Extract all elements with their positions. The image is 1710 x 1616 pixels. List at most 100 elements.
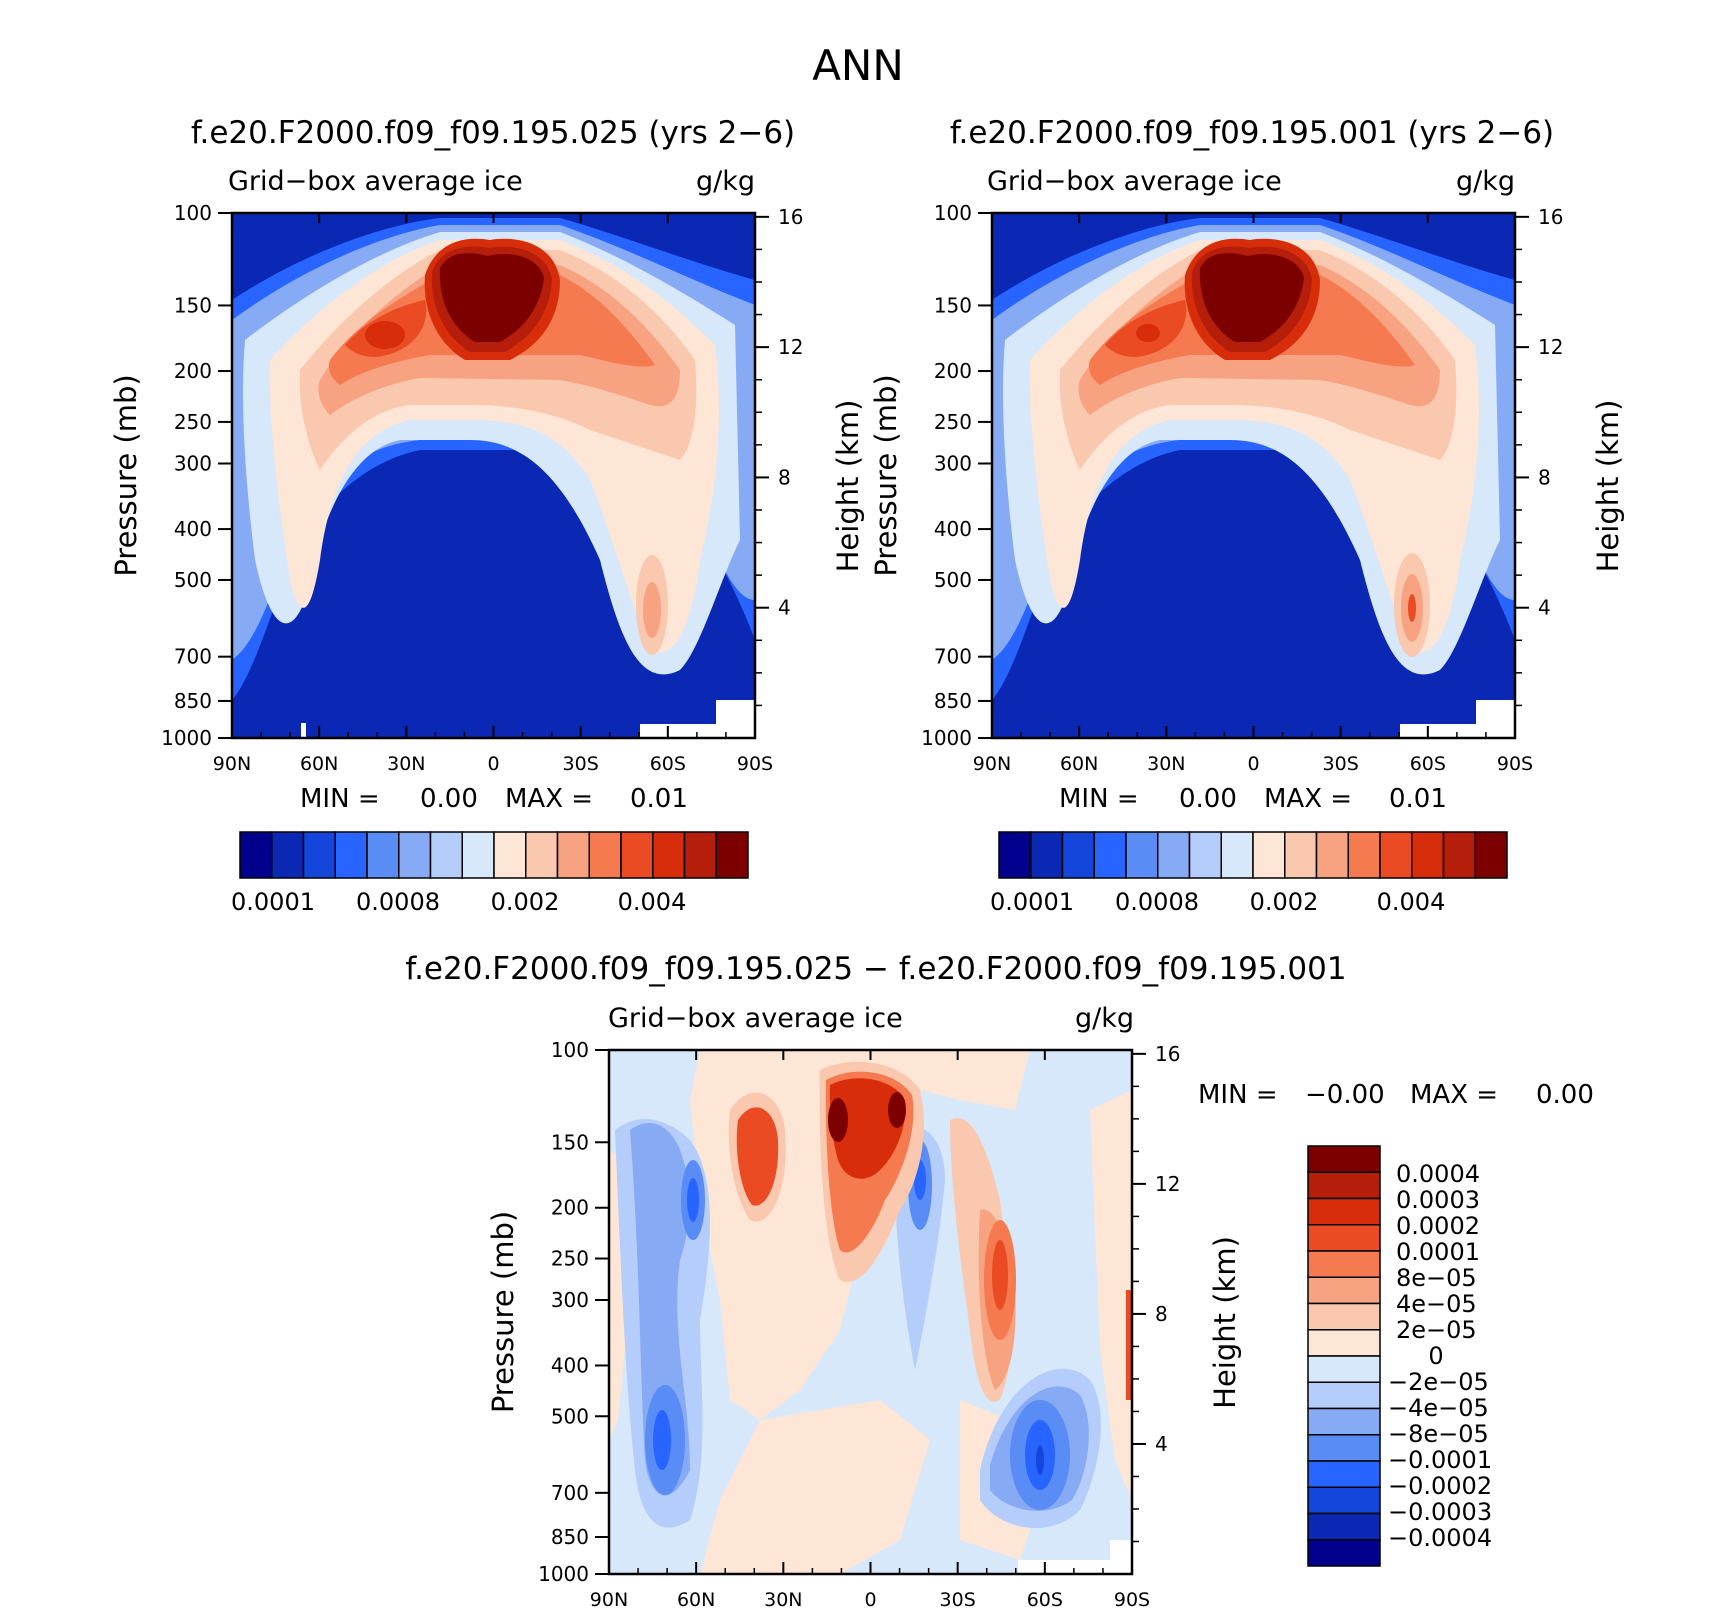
panel-right-height-axis-title: Height (km) — [1591, 400, 1625, 573]
panel-left-x-tick-label: 90S — [737, 753, 773, 775]
panel-difference-colorbar-swatch — [1307, 1224, 1381, 1252]
panel-right-colorbar-swatch — [1188, 831, 1222, 879]
panel-left-y-tick-label: 100 — [174, 201, 212, 225]
panel-right-y-tick-label: 400 — [934, 517, 972, 541]
panel-difference-y-tick-label: 150 — [551, 1130, 589, 1154]
panel-right-colorbar-swatch — [1347, 831, 1381, 879]
panel-right-y-tick-label: 100 — [934, 201, 972, 225]
panel-left-y-tick-label: 500 — [174, 568, 212, 592]
panel-difference-x-tick-label: 60N — [677, 1589, 715, 1611]
panel-right-height-tick-label: 16 — [1538, 205, 1563, 229]
panel-right-colorbar-swatch — [1030, 831, 1064, 879]
panel-difference-plot-area — [609, 1050, 1132, 1574]
panel-right-max-label: MAX = — [1264, 784, 1352, 814]
panel-left-subtitle-variable: Grid−box average ice — [228, 166, 523, 197]
panel-difference-y-tick-label: 300 — [551, 1288, 589, 1312]
panel-difference-subtitle-units: g/kg — [1075, 1003, 1134, 1034]
panel-right-max-value: 0.01 — [1389, 784, 1447, 814]
panel-right-x-tick-label: 90S — [1497, 753, 1533, 775]
panel-difference-y-tick-label: 500 — [551, 1404, 589, 1428]
panel-right-y-tick-label: 250 — [934, 410, 972, 434]
panel-difference-x-tick-label: 30S — [940, 1589, 976, 1611]
panel-difference-colorbar-swatch — [1307, 1329, 1381, 1357]
panel-right-y-tick-label: 300 — [934, 451, 972, 475]
panel-left-y-tick-label: 150 — [174, 293, 212, 317]
panel-right-colorbar-swatch — [1125, 831, 1159, 879]
panel-difference-subtitle-variable: Grid−box average ice — [608, 1003, 903, 1034]
panel-difference-positive-tropical-inner — [829, 1078, 906, 1179]
panel-difference-colorbar-label-13: −0.0002 — [1388, 1472, 1492, 1500]
panel-difference-min-value: −0.00 — [1305, 1080, 1385, 1110]
panel-left: f.e20.F2000.f09_f09.195.025 (yrs 2−6) Gr… — [109, 115, 865, 916]
panel-right-min-value: 0.00 — [1179, 784, 1237, 814]
panel-difference-colorbar-label-4: 0.0001 — [1396, 1238, 1480, 1266]
panel-right-colorbar-swatch — [1061, 831, 1095, 879]
panel-left-midlatitude-core — [365, 321, 405, 349]
panel-left-y-tick-label: 400 — [174, 517, 212, 541]
panel-left-y-tick-label: 200 — [174, 359, 212, 383]
panel-difference-height-tick-label: 12 — [1155, 1172, 1180, 1196]
panel-right-colorbar-swatch — [1252, 831, 1286, 879]
panel-left-southern-lower-maximum-core — [643, 582, 661, 638]
panel-difference-x-tick-label: 60S — [1027, 1589, 1063, 1611]
panel-difference-y-axis-title: Pressure (mb) — [486, 1211, 520, 1413]
panel-difference-positive-tropical-core-east — [888, 1092, 906, 1128]
panel-left-plot-area — [232, 213, 755, 738]
panel-left-colorbar-label-1: 0.0001 — [231, 888, 315, 916]
panel-right-title: f.e20.F2000.f09_f09.195.001 (yrs 2−6) — [950, 115, 1554, 151]
panel-difference-colorbar-label-1: 0.0004 — [1396, 1160, 1480, 1188]
panel-left-colorbar-swatch — [588, 831, 622, 879]
panel-right-colorbar-swatch — [1442, 831, 1476, 879]
panel-left-colorbar-swatch — [239, 831, 273, 879]
panel-left-colorbar-swatch — [525, 831, 559, 879]
panel-left-height-tick-label: 16 — [778, 205, 803, 229]
panel-right-y-tick-label: 150 — [934, 293, 972, 317]
panel-left-y-tick-label: 1000 — [161, 726, 212, 750]
panel-left-x-tick-label: 0 — [487, 753, 499, 775]
panel-difference-colorbar-swatch — [1307, 1460, 1381, 1488]
panel-difference: f.e20.F2000.f09_f09.195.025 − f.e20.F200… — [405, 951, 1593, 1611]
panel-left-x-tick-label: 30N — [387, 753, 425, 775]
panel-difference-colorbar-swatch — [1307, 1145, 1381, 1173]
panel-right-axes: 90N 60N 30N 0 30S 60S 90S 100 150 200 250 300 400 500… — [869, 201, 1625, 775]
panel-difference-colorbar-label-12: −0.0001 — [1388, 1446, 1492, 1474]
panel-difference-colorbar-label-15: −0.0004 — [1388, 1524, 1492, 1552]
panel-left-x-tick-label: 60S — [650, 753, 686, 775]
panel-difference-colorbar-swatch — [1307, 1539, 1381, 1567]
panel-left-missing-data-north — [301, 723, 306, 738]
panel-right-colorbar-swatch — [1284, 831, 1318, 879]
panel-left-y-tick-label: 850 — [174, 689, 212, 713]
panel-difference-height-tick-label: 8 — [1155, 1302, 1168, 1326]
panel-right-colorbar-label-3: 0.002 — [1250, 888, 1319, 916]
panel-right-midlatitude-core — [1136, 324, 1160, 342]
panel-difference-x-tick-label: 30N — [764, 1589, 802, 1611]
panel-left-colorbar-swatch — [652, 831, 686, 879]
panel-difference-height-tick-label: 4 — [1155, 1432, 1168, 1456]
panel-left-min-label: MIN = — [300, 784, 380, 814]
panel-difference-positive-southern-max — [992, 1240, 1008, 1310]
panel-difference-y-tick-label: 1000 — [538, 1562, 589, 1586]
panel-right-y-tick-label: 850 — [934, 689, 972, 713]
panel-left-y-tick-label: 250 — [174, 410, 212, 434]
panel-right-missing-data-south-edge — [1476, 700, 1515, 738]
panel-left-height-tick-label: 12 — [778, 335, 803, 359]
panel-difference-positive-northern-cell-mid — [736, 1107, 779, 1206]
panel-difference-y-tick-label: 100 — [551, 1038, 589, 1062]
panel-right-colorbar-swatch — [1157, 831, 1191, 879]
panel-left-height-axis-title: Height (km) — [831, 400, 865, 573]
panel-left-colorbar-swatch — [366, 831, 400, 879]
panel-left-missing-data-south-edge — [716, 700, 755, 738]
panel-difference-x-tick-label: 90N — [590, 1589, 628, 1611]
panel-difference-y-tick-label: 250 — [551, 1247, 589, 1271]
panel-right-colorbar-label-2: 0.0008 — [1115, 888, 1199, 916]
panel-left-min-value: 0.00 — [420, 784, 478, 814]
panel-left-x-tick-label: 30S — [563, 753, 599, 775]
panel-difference-colorbar-label-9: −2e−05 — [1388, 1368, 1489, 1396]
panel-left-x-tick-label: 60N — [300, 753, 338, 775]
panel-right-colorbar-swatch — [998, 831, 1032, 879]
panel-right-tropical-core-max — [1199, 253, 1304, 342]
panel-right-subtitle-variable: Grid−box average ice — [987, 166, 1282, 197]
panel-difference-max-value: 0.00 — [1536, 1080, 1594, 1110]
panel-right: f.e20.F2000.f09_f09.195.001 (yrs 2−6) Gr… — [869, 115, 1625, 916]
panel-difference-colorbar-swatch — [1307, 1171, 1381, 1200]
